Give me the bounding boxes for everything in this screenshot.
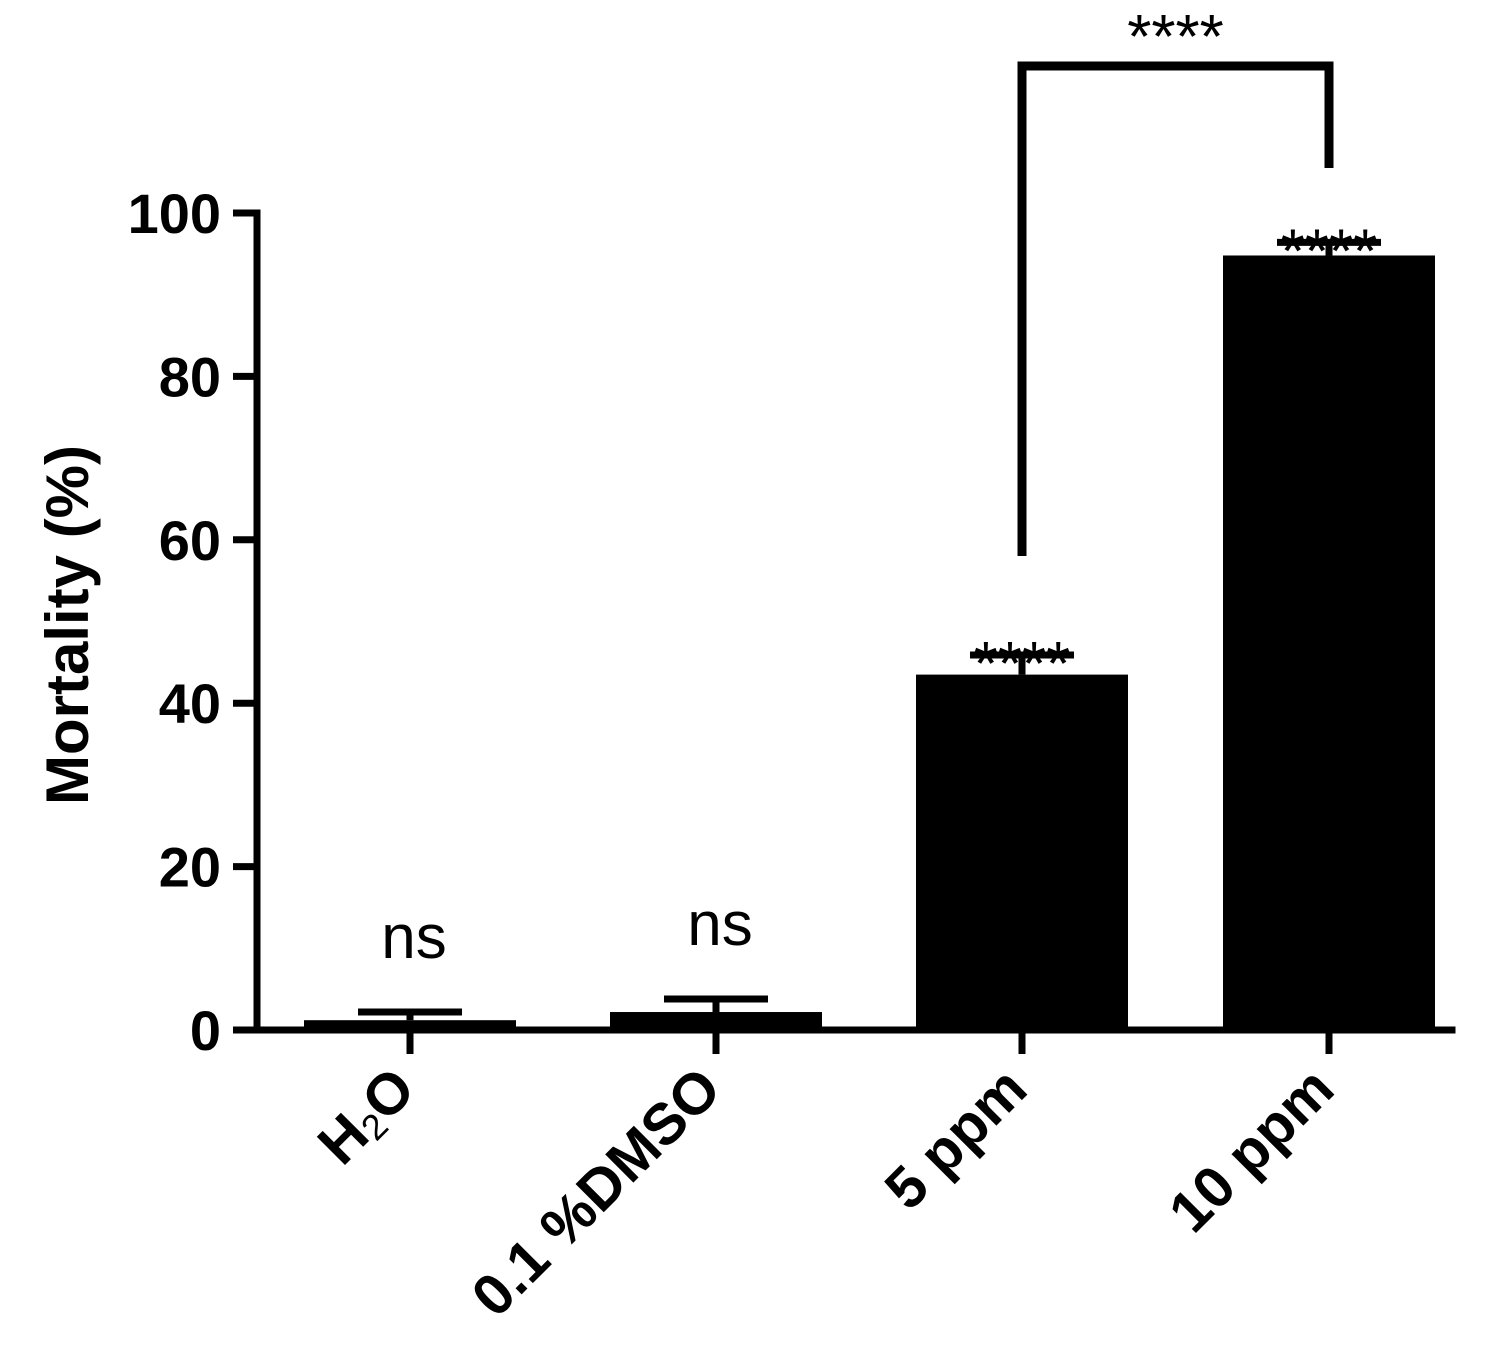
y-axis-title: Mortality (%) (34, 445, 101, 805)
y-tick-label: 0 (190, 999, 221, 1062)
x-axis: H2O 0.1 %DMSO 5 ppm 10 ppm (253, 1026, 1456, 1329)
bars (304, 238, 1435, 1030)
comparison-label: **** (1127, 3, 1224, 72)
y-tick-label: 60 (159, 509, 221, 572)
x-tick-label: H2O (306, 1055, 428, 1177)
bar (916, 674, 1128, 1030)
significance-annotations: ns ns **** **** **** (381, 3, 1377, 972)
comparison-bracket (1017, 61, 1334, 556)
bar (1223, 255, 1435, 1030)
y-tick-label: 80 (159, 345, 221, 408)
y-tick-label: 40 (159, 672, 221, 735)
significance-label: **** (1281, 217, 1378, 286)
bar (610, 1012, 822, 1030)
significance-label: ns (687, 890, 752, 959)
bar (304, 1020, 516, 1030)
x-tick-label: 5 ppm (872, 1055, 1039, 1222)
x-tick-label: 0.1 %DMSO (459, 1055, 733, 1329)
y-tick-label: 100 (128, 182, 221, 245)
y-tick-label: 20 (159, 836, 221, 899)
y-axis: 0 20 40 60 80 100 (128, 182, 261, 1062)
significance-label: **** (974, 630, 1071, 699)
x-tick-label: 10 ppm (1157, 1055, 1347, 1245)
significance-label: ns (381, 903, 446, 972)
